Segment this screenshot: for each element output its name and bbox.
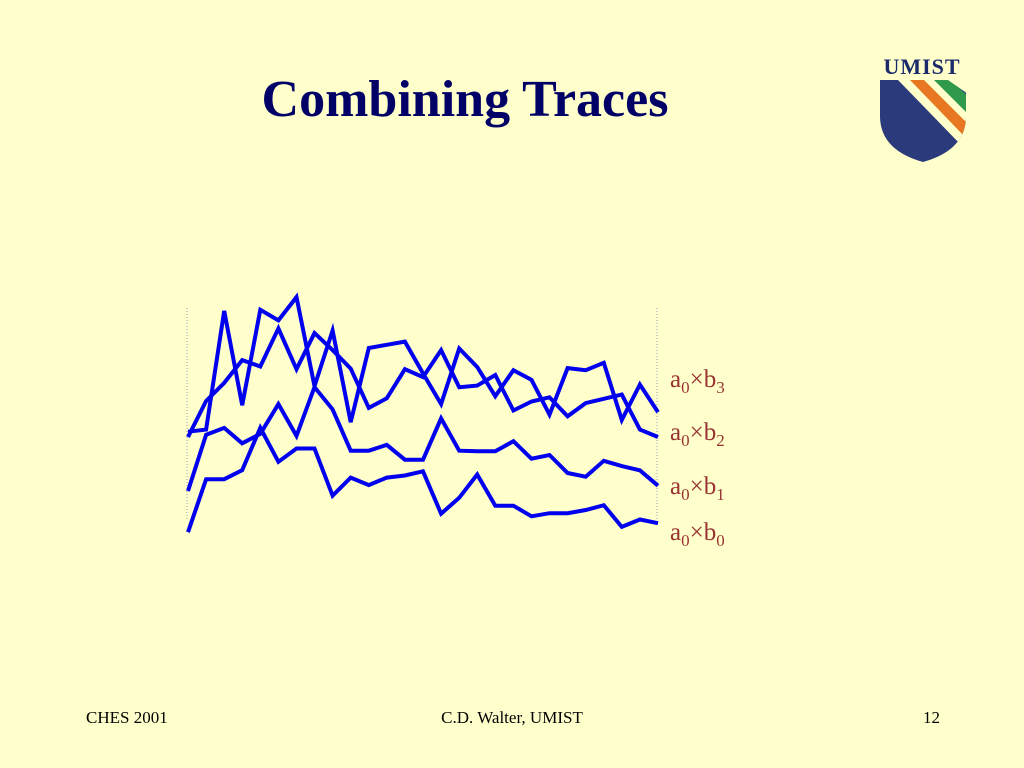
label-sub-a: 0 — [681, 431, 690, 450]
label-var: b — [703, 366, 717, 393]
label-sub-a: 0 — [681, 531, 690, 550]
label-var: b — [703, 473, 717, 500]
trace-line-3 — [186, 423, 659, 533]
trace-label-0: a0×b3 — [670, 365, 725, 397]
label-sub-b: 0 — [716, 531, 725, 550]
label-var: b — [703, 519, 717, 546]
footer-page-number: 12 — [923, 708, 940, 727]
label-base: a — [670, 366, 682, 393]
traces — [186, 292, 660, 533]
label-sub-b: 1 — [716, 485, 725, 504]
trace-line-0 — [187, 292, 660, 434]
label-op: × — [689, 519, 704, 546]
slide-title: Combining Traces — [261, 71, 669, 128]
trace-line-1 — [186, 323, 659, 439]
label-sub-b: 2 — [716, 431, 725, 450]
label-base: a — [670, 419, 682, 446]
label-base: a — [670, 473, 682, 500]
footer-conference: CHES 2001 — [86, 708, 168, 727]
label-sub-a: 0 — [681, 378, 690, 397]
chart-bracket — [186, 308, 658, 520]
label-sub-b: 3 — [716, 378, 725, 397]
footer-author: C.D. Walter, UMIST — [441, 708, 583, 727]
label-var: b — [703, 419, 717, 446]
trace-label-1: a0×b2 — [670, 418, 725, 450]
label-op: × — [689, 419, 704, 446]
logo-text: UMIST — [883, 54, 961, 79]
trace-line-2 — [186, 383, 660, 492]
trace-label-3: a0×b0 — [670, 518, 725, 550]
label-sub-a: 0 — [681, 485, 690, 504]
label-op: × — [689, 473, 704, 500]
trace-label-2: a0×b1 — [670, 472, 725, 504]
label-op: × — [689, 366, 704, 393]
umist-logo: UMIST — [874, 54, 974, 166]
shield-icon — [880, 80, 966, 162]
label-base: a — [670, 519, 682, 546]
